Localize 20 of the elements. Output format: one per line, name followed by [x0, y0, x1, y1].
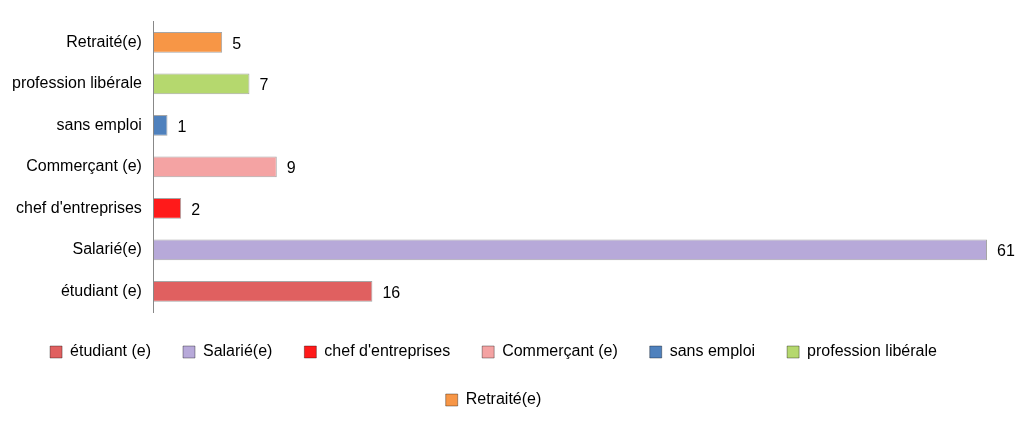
y-tick-label: Salarié(e) [72, 240, 142, 258]
legend-label: sans emploi [669, 342, 756, 360]
y-tick-label: chef d'entreprises [16, 198, 142, 216]
data-label: 7 [259, 76, 269, 94]
data-label: 9 [286, 159, 296, 177]
legend-label: profession libérale [807, 342, 938, 360]
legend-label: Retraité(e) [465, 390, 542, 408]
data-label: 1 [177, 117, 187, 135]
legend-label: Commerçant (e) [502, 342, 618, 360]
data-label: 16 [382, 283, 401, 301]
data-label: 2 [191, 200, 201, 218]
y-tick-label: profession libérale [11, 74, 142, 92]
y-tick-label: sans emploi [56, 115, 142, 133]
y-tick-label: étudiant (e) [60, 281, 142, 299]
legend-label: chef d'entreprises [324, 342, 451, 360]
data-label: 61 [997, 242, 1015, 260]
y-tick-label: Retraité(e) [66, 32, 142, 50]
y-tick-label: Commerçant (e) [26, 157, 142, 175]
legend-label: Salarié(e) [202, 342, 273, 360]
data-label: 5 [232, 34, 242, 52]
